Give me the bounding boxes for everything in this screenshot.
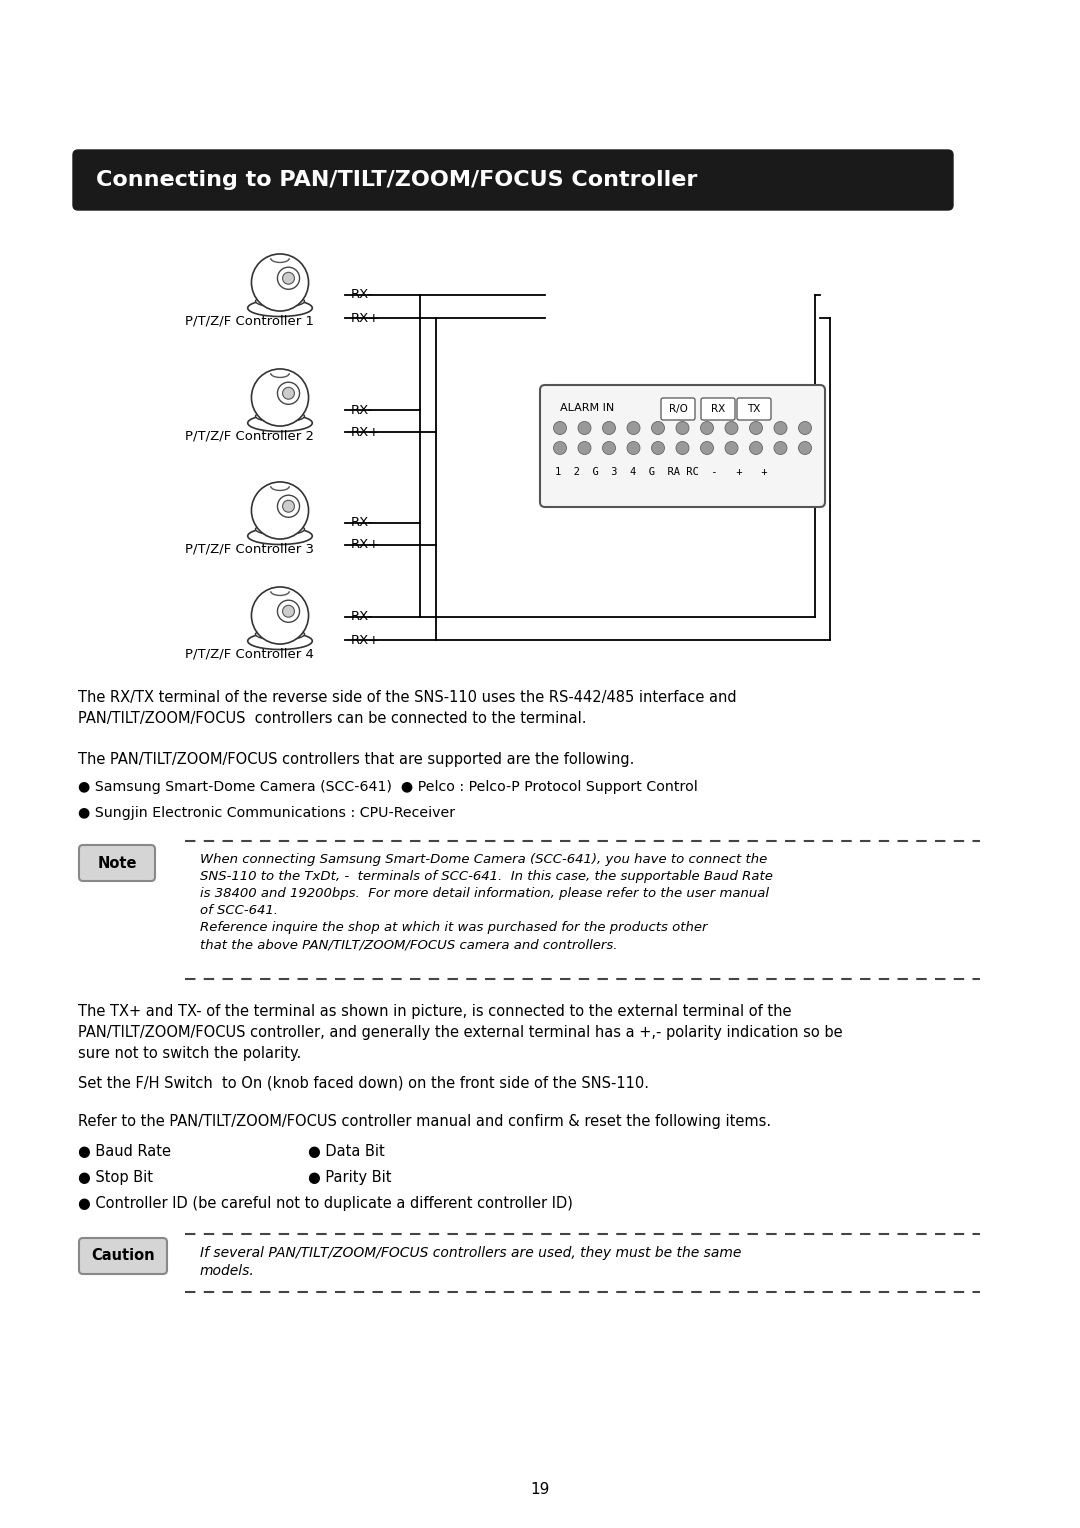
Circle shape	[798, 442, 811, 454]
Text: Refer to the PAN/TILT/ZOOM/FOCUS controller manual and confirm & reset the follo: Refer to the PAN/TILT/ZOOM/FOCUS control…	[78, 1114, 771, 1129]
Circle shape	[283, 272, 295, 284]
FancyBboxPatch shape	[79, 1238, 167, 1274]
Text: RX-: RX-	[351, 289, 374, 301]
Circle shape	[774, 422, 787, 434]
Circle shape	[701, 422, 714, 434]
Circle shape	[725, 422, 738, 434]
Circle shape	[554, 442, 567, 454]
Text: P/T/Z/F Controller 1: P/T/Z/F Controller 1	[185, 315, 314, 327]
Circle shape	[750, 442, 762, 454]
Text: P/T/Z/F Controller 4: P/T/Z/F Controller 4	[185, 648, 314, 660]
Circle shape	[750, 422, 762, 434]
Text: ALARM IN: ALARM IN	[561, 403, 615, 413]
Circle shape	[278, 267, 299, 289]
Text: If several PAN/TILT/ZOOM/FOCUS controllers are used, they must be the same
model: If several PAN/TILT/ZOOM/FOCUS controlle…	[200, 1245, 741, 1279]
Ellipse shape	[256, 523, 305, 535]
Text: R/O: R/O	[669, 403, 688, 414]
Text: P/T/Z/F Controller 3: P/T/Z/F Controller 3	[185, 542, 314, 556]
Text: RX: RX	[711, 403, 725, 414]
Circle shape	[627, 422, 640, 434]
FancyBboxPatch shape	[73, 150, 953, 209]
Ellipse shape	[247, 527, 312, 544]
Circle shape	[278, 495, 299, 518]
Circle shape	[651, 442, 664, 454]
Ellipse shape	[247, 414, 312, 431]
Text: RX-: RX-	[351, 516, 374, 530]
Text: RX+: RX+	[351, 634, 380, 646]
Text: RX+: RX+	[351, 312, 380, 324]
Text: ● Baud Rate: ● Baud Rate	[78, 1144, 171, 1160]
Text: TX: TX	[747, 403, 760, 414]
Circle shape	[774, 442, 787, 454]
Text: 1  2  G  3  4  G  RA RC  -   +   +: 1 2 G 3 4 G RA RC - + +	[555, 468, 768, 477]
Circle shape	[603, 422, 616, 434]
Circle shape	[252, 481, 309, 539]
Circle shape	[283, 387, 295, 399]
Text: Caution: Caution	[91, 1248, 154, 1264]
Circle shape	[554, 422, 567, 434]
Text: Note: Note	[97, 856, 137, 871]
Circle shape	[701, 442, 714, 454]
Circle shape	[676, 442, 689, 454]
Ellipse shape	[256, 295, 305, 307]
Text: RX-: RX-	[351, 403, 374, 417]
Text: RX+: RX+	[351, 538, 380, 552]
Text: RX-: RX-	[351, 611, 374, 623]
Circle shape	[283, 605, 295, 617]
Circle shape	[725, 442, 738, 454]
Text: The PAN/TILT/ZOOM/FOCUS controllers that are supported are the following.: The PAN/TILT/ZOOM/FOCUS controllers that…	[78, 752, 634, 767]
Circle shape	[252, 587, 309, 645]
FancyBboxPatch shape	[661, 397, 696, 420]
Circle shape	[578, 442, 591, 454]
Circle shape	[627, 442, 640, 454]
Circle shape	[278, 382, 299, 405]
Text: P/T/Z/F Controller 2: P/T/Z/F Controller 2	[185, 429, 314, 443]
FancyBboxPatch shape	[737, 397, 771, 420]
Text: ● Controller ID (be careful not to duplicate a different controller ID): ● Controller ID (be careful not to dupli…	[78, 1196, 572, 1212]
Circle shape	[278, 601, 299, 622]
Circle shape	[651, 422, 664, 434]
Text: Set the F/H Switch  to On (knob faced down) on the front side of the SNS-110.: Set the F/H Switch to On (knob faced dow…	[78, 1076, 649, 1091]
Circle shape	[252, 254, 309, 312]
Text: ● Data Bit: ● Data Bit	[308, 1144, 384, 1160]
Text: ● Samsung Smart-Dome Camera (SCC-641)  ● Pelco : Pelco-P Protocol Support Contro: ● Samsung Smart-Dome Camera (SCC-641) ● …	[78, 779, 698, 795]
Circle shape	[578, 422, 591, 434]
Text: The TX+ and TX- of the terminal as shown in picture, is connected to the externa: The TX+ and TX- of the terminal as shown…	[78, 1004, 842, 1060]
Ellipse shape	[256, 410, 305, 422]
Text: When connecting Samsung Smart-Dome Camera (SCC-641), you have to connect the
SNS: When connecting Samsung Smart-Dome Camer…	[200, 853, 773, 950]
Text: ● Sungjin Electronic Communications : CPU-Receiver: ● Sungjin Electronic Communications : CP…	[78, 805, 455, 821]
Text: Connecting to PAN/TILT/ZOOM/FOCUS Controller: Connecting to PAN/TILT/ZOOM/FOCUS Contro…	[96, 170, 698, 189]
Circle shape	[252, 368, 309, 426]
Ellipse shape	[247, 633, 312, 649]
Circle shape	[676, 422, 689, 434]
Text: The RX/TX terminal of the reverse side of the SNS-110 uses the RS-442/485 interf: The RX/TX terminal of the reverse side o…	[78, 691, 737, 726]
Circle shape	[603, 442, 616, 454]
Text: RX+: RX+	[351, 425, 380, 439]
Text: ● Parity Bit: ● Parity Bit	[308, 1170, 391, 1186]
Circle shape	[283, 500, 295, 512]
FancyBboxPatch shape	[701, 397, 735, 420]
Text: ● Stop Bit: ● Stop Bit	[78, 1170, 153, 1186]
Ellipse shape	[247, 299, 312, 316]
Ellipse shape	[256, 628, 305, 640]
Circle shape	[798, 422, 811, 434]
FancyBboxPatch shape	[79, 845, 156, 882]
FancyBboxPatch shape	[540, 385, 825, 507]
Text: 19: 19	[530, 1482, 550, 1497]
